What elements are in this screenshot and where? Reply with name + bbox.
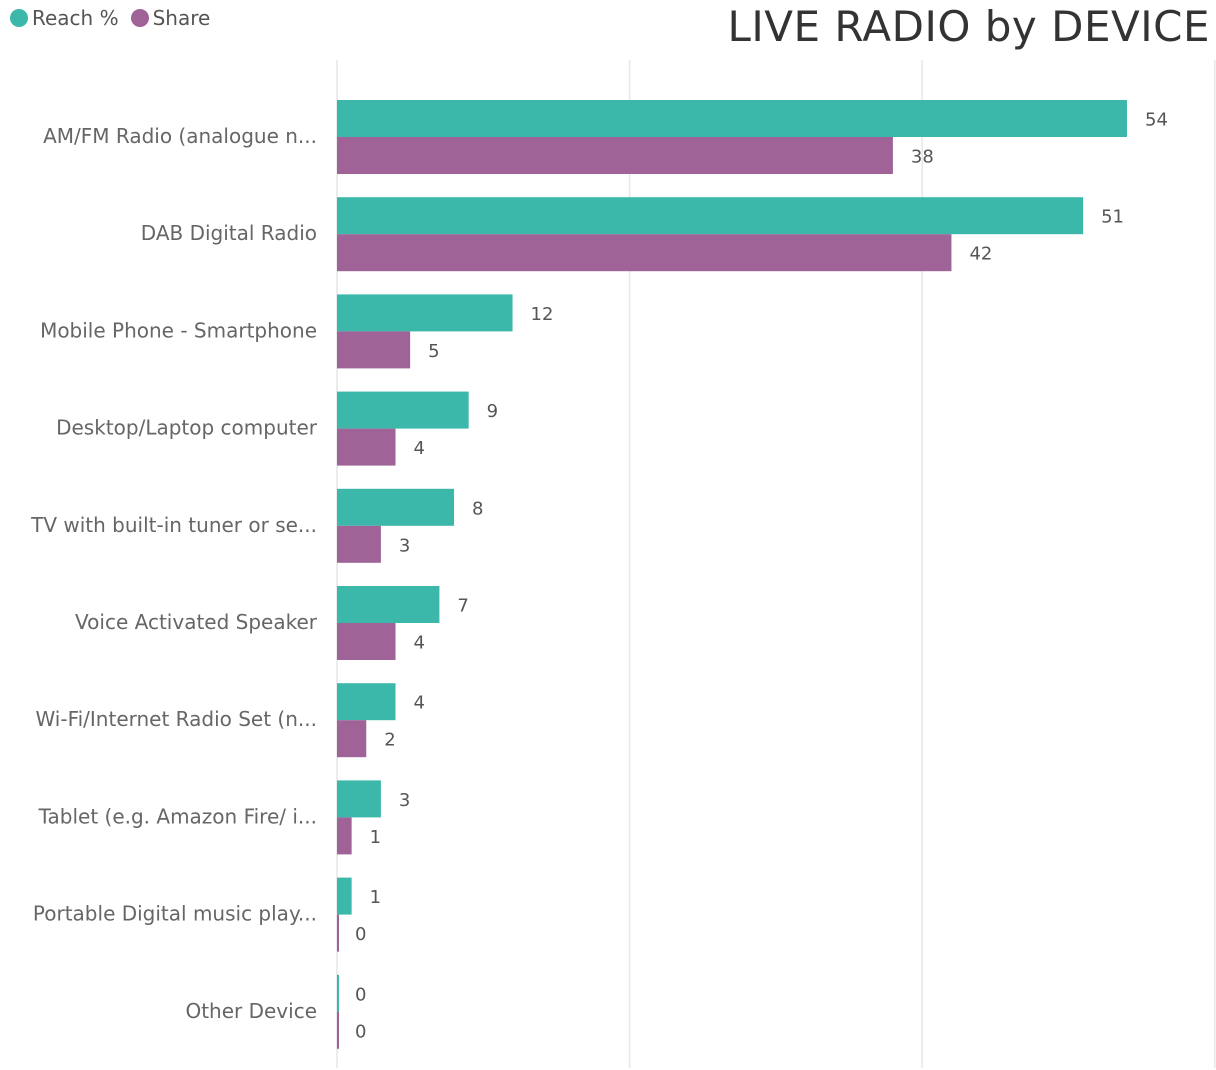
bar-share[interactable]	[337, 331, 411, 369]
category-label: Voice Activated Speaker	[75, 610, 318, 634]
data-label-share: 3	[399, 535, 410, 556]
data-label-share: 1	[370, 827, 381, 848]
category-label: Wi-Fi/Internet Radio Set (n...	[35, 707, 317, 731]
data-label-share: 5	[428, 341, 439, 362]
bars	[337, 100, 1127, 1049]
data-label-reach: 12	[531, 304, 554, 325]
data-label-reach: 7	[457, 596, 468, 617]
bar-reach[interactable]	[337, 100, 1127, 137]
data-label-reach: 8	[472, 498, 483, 519]
bar-reach[interactable]	[337, 391, 469, 429]
bar-reach[interactable]	[337, 683, 396, 721]
bar-share[interactable]	[337, 428, 396, 466]
legend-marker-share	[130, 9, 149, 27]
legend-item-share[interactable]: Share	[130, 6, 211, 30]
bar-share[interactable]	[337, 720, 367, 758]
data-label-reach: 3	[399, 790, 410, 811]
chart-legend: Reach % Share	[10, 6, 210, 30]
category-label: Tablet (e.g. Amazon Fire/ i...	[38, 804, 317, 828]
chart-title: LIVE RADIO by DEVICE	[727, 2, 1210, 51]
legend-item-reach[interactable]: Reach %	[10, 6, 119, 30]
data-label-reach: 51	[1101, 207, 1124, 228]
data-label-reach: 4	[414, 693, 425, 714]
bar-reach[interactable]	[337, 197, 1084, 235]
data-label-share: 4	[414, 633, 425, 654]
bar-share[interactable]	[337, 137, 893, 174]
data-label-share: 0	[355, 1021, 366, 1042]
bar-share[interactable]	[337, 623, 396, 660]
data-label-share: 4	[414, 438, 425, 459]
category-label: DAB Digital Radio	[141, 221, 317, 245]
legend-label-share: Share	[152, 6, 211, 30]
legend-marker-reach	[10, 9, 28, 27]
category-label: Mobile Phone - Smartphone	[40, 318, 317, 342]
data-label-reach: 9	[487, 401, 498, 422]
data-label-share: 2	[384, 730, 395, 751]
bar-share[interactable]	[337, 525, 381, 563]
bar-reach[interactable]	[337, 294, 513, 332]
category-label: Desktop/Laptop computer	[56, 416, 318, 440]
bar-reach[interactable]	[337, 974, 339, 1012]
data-label-reach: 0	[355, 984, 366, 1005]
bar-reach[interactable]	[337, 780, 381, 818]
data-label-share: 38	[911, 147, 934, 168]
bar-share[interactable]	[337, 914, 339, 952]
bar-reach[interactable]	[337, 877, 352, 915]
category-label: Portable Digital music play...	[33, 902, 317, 926]
category-label: Other Device	[185, 999, 317, 1023]
bar-reach[interactable]	[337, 488, 455, 526]
category-label: AM/FM Radio (analogue n...	[43, 124, 317, 148]
bar-reach[interactable]	[337, 586, 440, 623]
data-label-reach: 1	[370, 887, 381, 908]
bar-share[interactable]	[337, 1011, 339, 1049]
legend-label-reach: Reach %	[32, 6, 119, 30]
category-label: TV with built-in tuner or se...	[30, 513, 317, 537]
bar-share[interactable]	[337, 817, 352, 855]
data-label-share: 0	[355, 924, 366, 945]
data-label-reach: 54	[1145, 110, 1168, 131]
data-label-share: 42	[969, 244, 992, 265]
bar-share[interactable]	[337, 234, 952, 272]
